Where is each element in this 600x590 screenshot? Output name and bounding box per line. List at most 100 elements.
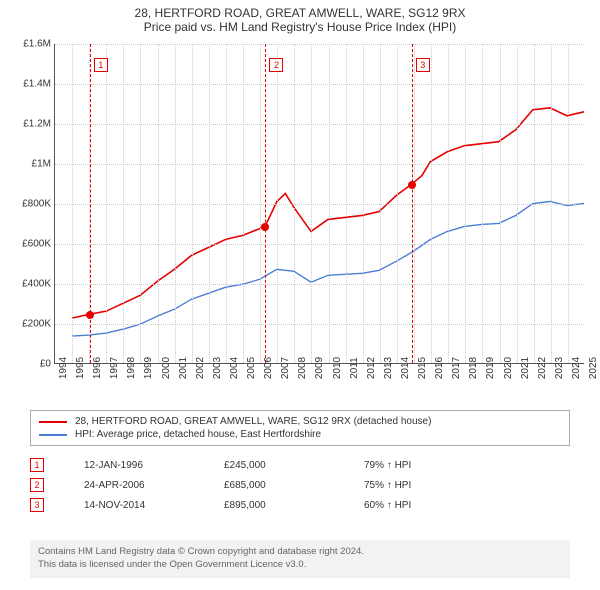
sale-date: 12-JAN-1996 [84, 460, 184, 471]
grid-line-v [72, 44, 73, 363]
y-tick-label: £800K [7, 199, 51, 210]
grid-line-v [192, 44, 193, 363]
grid-line-v [123, 44, 124, 363]
grid-line-v [260, 44, 261, 363]
attribution-line2: This data is licensed under the Open Gov… [38, 559, 562, 572]
grid-line-h [55, 204, 584, 205]
grid-line-v [517, 44, 518, 363]
grid-line-v [106, 44, 107, 363]
grid-line-v [500, 44, 501, 363]
sale-hpi: 60% ↑ HPI [364, 500, 484, 511]
x-tick-label: 2015 [417, 357, 428, 379]
x-tick-label: 1998 [126, 357, 137, 379]
grid-line-h [55, 44, 584, 45]
x-tick-label: 2003 [212, 357, 223, 379]
x-tick-label: 2020 [503, 357, 514, 379]
grid-line-v [175, 44, 176, 363]
grid-line-v [534, 44, 535, 363]
x-tick-label: 2024 [571, 357, 582, 379]
grid-line-v [397, 44, 398, 363]
sale-price: £245,000 [224, 460, 324, 471]
sale-badge: 3 [30, 498, 44, 512]
attribution-box: Contains HM Land Registry data © Crown c… [30, 540, 570, 578]
sale-price: £685,000 [224, 480, 324, 491]
sale-date: 14-NOV-2014 [84, 500, 184, 511]
sale-hpi: 75% ↑ HPI [364, 480, 484, 491]
x-tick-label: 2019 [485, 357, 496, 379]
grid-line-v [346, 44, 347, 363]
x-tick-label: 2016 [434, 357, 445, 379]
chart-title: 28, HERTFORD ROAD, GREAT AMWELL, WARE, S… [0, 0, 600, 20]
x-tick-label: 1994 [58, 357, 69, 379]
legend-item: HPI: Average price, detached house, East… [39, 428, 561, 441]
sale-marker-line [265, 44, 266, 363]
grid-line-h [55, 324, 584, 325]
y-tick-label: £600K [7, 239, 51, 250]
legend-label: HPI: Average price, detached house, East… [75, 429, 321, 440]
sale-badge: 2 [30, 478, 44, 492]
x-tick-label: 2017 [451, 357, 462, 379]
grid-line-v [277, 44, 278, 363]
grid-line-v [140, 44, 141, 363]
grid-line-h [55, 244, 584, 245]
grid-line-v [482, 44, 483, 363]
grid-line-v [311, 44, 312, 363]
grid-line-h [55, 84, 584, 85]
x-tick-label: 1995 [75, 357, 86, 379]
plot-area: £0£200K£400K£600K£800K£1M£1.2M£1.4M£1.6M… [54, 44, 584, 364]
sale-hpi: 79% ↑ HPI [364, 460, 484, 471]
grid-line-v [465, 44, 466, 363]
x-tick-label: 2000 [161, 357, 172, 379]
x-tick-label: 2012 [366, 357, 377, 379]
x-tick-label: 2005 [246, 357, 257, 379]
y-tick-label: £400K [7, 279, 51, 290]
y-tick-label: £1M [7, 159, 51, 170]
x-tick-label: 2023 [554, 357, 565, 379]
x-tick-label: 2014 [400, 357, 411, 379]
grid-line-h [55, 164, 584, 165]
sale-marker-badge: 2 [269, 58, 283, 72]
x-tick-label: 2021 [520, 357, 531, 379]
legend-item: 28, HERTFORD ROAD, GREAT AMWELL, WARE, S… [39, 415, 561, 428]
legend-label: 28, HERTFORD ROAD, GREAT AMWELL, WARE, S… [75, 416, 431, 427]
sale-row: 224-APR-2006£685,00075% ↑ HPI [30, 475, 570, 495]
y-tick-label: £1.2M [7, 119, 51, 130]
sale-marker-point [86, 311, 94, 319]
grid-line-v [414, 44, 415, 363]
x-tick-label: 2002 [195, 357, 206, 379]
grid-line-v [448, 44, 449, 363]
legend-swatch [39, 421, 67, 423]
x-tick-label: 2008 [297, 357, 308, 379]
sale-row: 3 14-NOV-2014 £895,000 60% ↑ HPI [30, 495, 570, 515]
chart-subtitle: Price paid vs. HM Land Registry's House … [0, 20, 600, 40]
x-tick-label: 2011 [349, 357, 360, 379]
sale-price: £895,000 [224, 500, 324, 511]
x-tick-label: 2018 [468, 357, 479, 379]
grid-line-v [551, 44, 552, 363]
grid-line-v [243, 44, 244, 363]
x-tick-label: 2013 [383, 357, 394, 379]
sale-row: 1 12-JAN-1996 £245,000 79% ↑ HPI [30, 455, 570, 475]
grid-line-v [158, 44, 159, 363]
y-tick-label: £200K [7, 319, 51, 330]
sale-marker-point [261, 223, 269, 231]
grid-line-v [568, 44, 569, 363]
sale-marker-point [408, 181, 416, 189]
sales-table: 112-JAN-1996£245,00079% ↑ HPI224-APR-200… [30, 455, 570, 515]
sale-marker-line [412, 44, 413, 363]
y-tick-label: £1.4M [7, 79, 51, 90]
grid-line-v [294, 44, 295, 363]
grid-line-v [209, 44, 210, 363]
sale-badge: 1 [30, 458, 44, 472]
y-tick-label: £0 [7, 359, 51, 370]
x-tick-label: 2025 [588, 357, 599, 379]
x-tick-label: 2004 [229, 357, 240, 379]
x-tick-label: 1999 [143, 357, 154, 379]
legend: 28, HERTFORD ROAD, GREAT AMWELL, WARE, S… [30, 410, 570, 446]
chart-container: 28, HERTFORD ROAD, GREAT AMWELL, WARE, S… [0, 0, 600, 590]
sale-marker-badge: 3 [416, 58, 430, 72]
x-tick-label: 1996 [92, 357, 103, 379]
grid-line-h [55, 284, 584, 285]
grid-line-h [55, 124, 584, 125]
x-tick-label: 2009 [314, 357, 325, 379]
